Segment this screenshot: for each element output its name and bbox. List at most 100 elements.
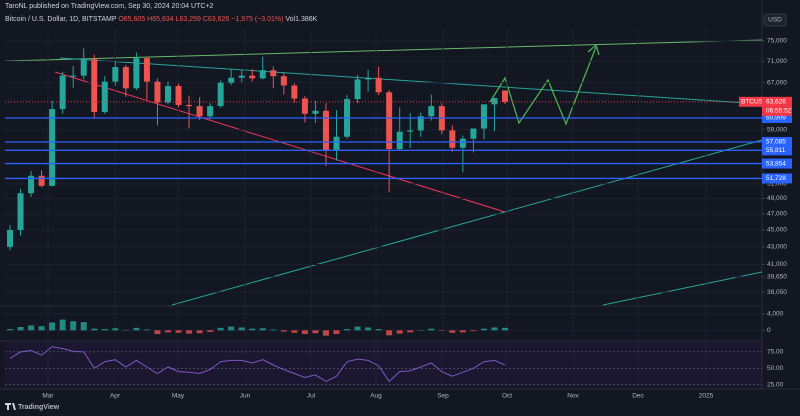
histogram-bar bbox=[164, 330, 171, 333]
y-tick-label: 41,000 bbox=[767, 261, 787, 268]
legend-symbol: Bitcoin / U.S. Dollar, 1D, BITSTAMP bbox=[5, 16, 117, 23]
x-tick-label: Mar bbox=[42, 393, 54, 400]
trendline bbox=[4, 39, 763, 62]
x-tick-label: Apr bbox=[110, 393, 121, 400]
legend-open: O65,605 bbox=[118, 16, 145, 23]
histogram-bar bbox=[375, 329, 382, 331]
candle-body bbox=[480, 104, 487, 129]
candle-body bbox=[375, 77, 382, 93]
candle-body bbox=[470, 128, 477, 139]
trendline bbox=[59, 57, 763, 105]
brand-logo bbox=[5, 403, 16, 410]
histogram-bar bbox=[70, 321, 77, 331]
trendline bbox=[602, 271, 763, 306]
candle-body bbox=[207, 106, 214, 117]
candle-body bbox=[133, 58, 140, 89]
histogram-bar bbox=[143, 329, 150, 331]
candle-body bbox=[259, 70, 266, 79]
histogram-bar bbox=[122, 329, 129, 331]
currency-box[interactable] bbox=[763, 13, 787, 27]
level-tag bbox=[762, 173, 792, 184]
y-tick-label: 45,000 bbox=[767, 227, 787, 234]
x-tick-label: Nov bbox=[567, 393, 579, 400]
candle-body bbox=[238, 75, 245, 78]
histogram-bar bbox=[312, 330, 319, 334]
candle-body bbox=[301, 98, 308, 114]
histogram-bar bbox=[354, 326, 361, 331]
candle-body bbox=[491, 97, 498, 105]
candle-body bbox=[291, 85, 298, 99]
histogram-bar bbox=[386, 330, 393, 336]
candle-body bbox=[70, 75, 77, 77]
candle-body bbox=[154, 81, 161, 103]
histogram-bar bbox=[238, 327, 245, 331]
x-tick-label: Sep bbox=[437, 393, 449, 400]
legend: Bitcoin / U.S. Dollar, 1D, BITSTAMP O65,… bbox=[5, 16, 318, 23]
histogram-bar bbox=[38, 326, 45, 331]
histogram-bar bbox=[154, 330, 161, 335]
legend-change: −1,975 (−3.01%) bbox=[231, 16, 283, 23]
legend-high: H65,634 bbox=[147, 16, 174, 23]
histogram-bar bbox=[59, 319, 66, 331]
histogram-bar bbox=[49, 322, 56, 331]
candle-body bbox=[196, 106, 203, 117]
y-tick-label: 4,000 bbox=[767, 311, 784, 318]
candle-body bbox=[322, 110, 329, 151]
histogram-bar bbox=[80, 322, 87, 331]
level-label: 57,085 bbox=[766, 139, 786, 146]
candle-body bbox=[122, 67, 129, 89]
y-tick-label: 51,000 bbox=[767, 180, 787, 187]
y-tick-label: 39,650 bbox=[767, 274, 787, 281]
candle-body bbox=[59, 75, 66, 110]
y-tick-label: 0 bbox=[767, 327, 771, 334]
candle-body bbox=[502, 90, 508, 102]
candle-body bbox=[249, 75, 256, 79]
currency[interactable]: USD bbox=[768, 17, 782, 24]
histogram-bar bbox=[459, 330, 466, 333]
histogram-bar bbox=[249, 328, 256, 331]
rsi-pane bbox=[5, 342, 762, 388]
histogram-bar bbox=[259, 328, 266, 331]
histogram-bar bbox=[186, 330, 193, 334]
level-label: 60,909 bbox=[766, 115, 786, 122]
projection-arrow bbox=[587, 43, 600, 56]
level-tag bbox=[762, 112, 792, 123]
y-tick-label: 25.00 bbox=[767, 381, 784, 388]
legend-volume: Vol1.386K bbox=[285, 16, 317, 23]
x-tick-label: Jul bbox=[307, 393, 316, 400]
histogram-bar bbox=[175, 330, 182, 333]
histogram-bar bbox=[365, 327, 372, 331]
candle-body bbox=[38, 175, 45, 186]
candle-body bbox=[396, 131, 403, 150]
x-tick-label: Aug bbox=[370, 393, 382, 400]
histogram-bar bbox=[470, 330, 477, 332]
histogram-bar bbox=[112, 328, 119, 331]
candle-body bbox=[186, 104, 193, 107]
histogram-bar bbox=[91, 328, 98, 331]
level-label: 51,728 bbox=[766, 175, 786, 182]
candle-body bbox=[164, 86, 171, 103]
candle-body bbox=[280, 76, 287, 86]
legend-close: C63,626 bbox=[203, 16, 230, 23]
histogram-bar bbox=[502, 327, 508, 331]
histogram-bar bbox=[396, 330, 403, 334]
level-label: 53,854 bbox=[766, 160, 786, 167]
y-tick-label: 38,050 bbox=[767, 289, 787, 296]
histogram-bar bbox=[133, 327, 140, 331]
histogram-bar bbox=[322, 330, 329, 336]
last-price-label: 63,626 bbox=[766, 99, 786, 106]
histogram-bar bbox=[101, 329, 108, 331]
candle-body bbox=[7, 230, 13, 247]
level-tag bbox=[762, 136, 792, 147]
candle-body bbox=[228, 77, 235, 83]
histogram-bar bbox=[291, 330, 298, 333]
candle-body bbox=[365, 77, 372, 80]
histogram-bar bbox=[438, 330, 445, 331]
y-tick-label: 75,000 bbox=[767, 38, 787, 45]
candle-body bbox=[217, 82, 224, 107]
y-tick-label: 71,000 bbox=[767, 58, 787, 65]
histogram-bar bbox=[17, 327, 24, 331]
histogram-bar bbox=[428, 328, 435, 331]
x-tick-label: Dec bbox=[632, 393, 644, 400]
